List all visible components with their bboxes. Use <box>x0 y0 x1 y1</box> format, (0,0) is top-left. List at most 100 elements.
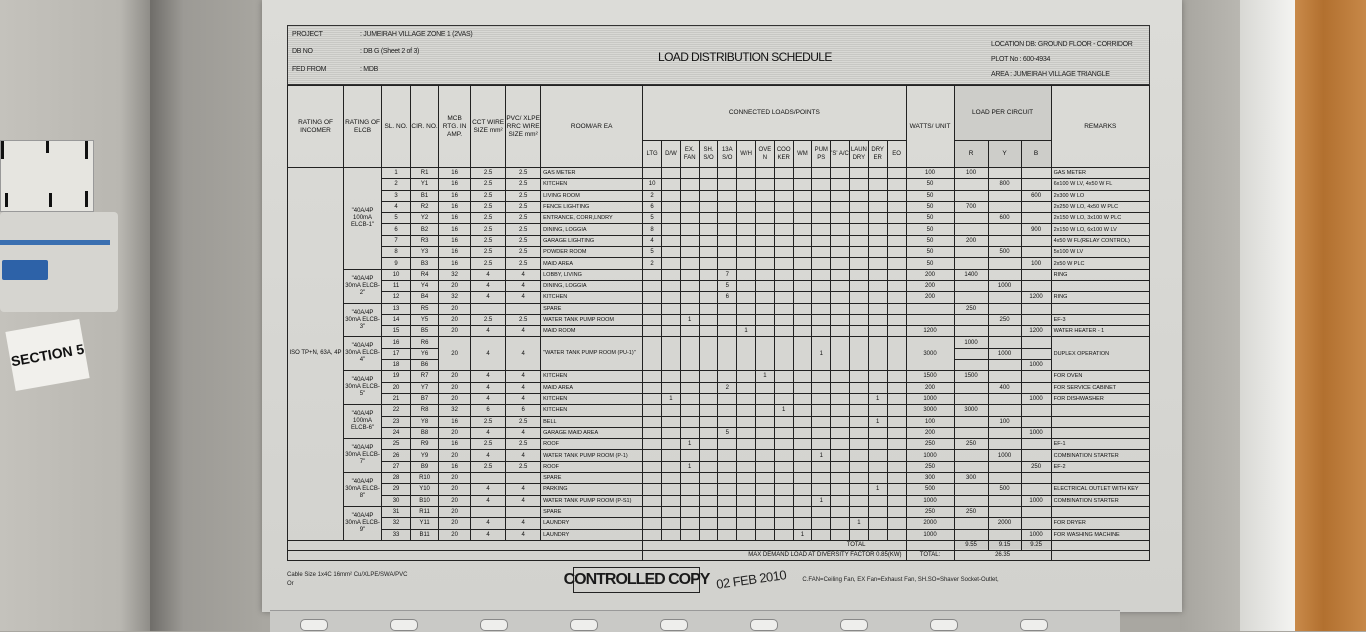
load-sh <box>698 212 719 225</box>
watts-per-unit: 500 <box>905 483 955 496</box>
room-area: WATER TANK PUMP ROOM (P-S1) <box>540 494 644 507</box>
db-label: DB NO <box>292 48 313 55</box>
pvc-wire-size: 2.5 <box>505 438 542 451</box>
room-area: KITCHEN <box>540 404 644 417</box>
load-wm <box>792 483 813 496</box>
load-sh <box>698 528 719 541</box>
load-ac <box>830 279 850 293</box>
circuit-no: B6 <box>410 359 440 372</box>
remarks: 2x150 W LO, 6x100 W LV <box>1050 223 1151 236</box>
load-wh <box>736 460 756 474</box>
load-oven <box>754 189 775 202</box>
sl-no: 5 <box>381 212 412 225</box>
room-area: KITCHEN <box>540 370 644 383</box>
remarks: 4x50 W FL(RELAY CONTROL) <box>1050 234 1151 248</box>
room-area: BELL <box>540 415 644 428</box>
load-wh <box>736 279 756 293</box>
load-sh <box>698 325 719 338</box>
load-pumps <box>811 517 832 530</box>
load-dw <box>661 268 681 281</box>
mcb-rating: 20 <box>438 494 472 507</box>
load-sh <box>698 246 719 259</box>
load-exfan <box>679 325 700 338</box>
load-ac <box>830 460 850 474</box>
col-incomer: RATING OF INCOMER <box>286 85 345 168</box>
room-area: LIVING ROOM <box>540 189 644 202</box>
wall-right <box>1180 0 1240 631</box>
mcb-rating: 20 <box>438 336 472 372</box>
remarks <box>1050 415 1151 428</box>
load-cooker <box>773 291 794 304</box>
sl-no: 23 <box>381 415 412 428</box>
mcb-rating: 20 <box>438 392 472 406</box>
load-oven <box>754 415 775 428</box>
pvc-wire-size: 4 <box>505 279 542 293</box>
elcb-rating: "40A/4P 30mA ELCB-8" <box>343 472 383 507</box>
load-dryer <box>867 178 888 191</box>
room-area: LOBBY, LIVING <box>540 268 644 281</box>
room-area: DINING, LOGGIA <box>540 223 644 236</box>
load-13a <box>717 415 738 428</box>
load-ltg <box>642 483 662 496</box>
load-oven <box>754 223 775 236</box>
load-ltg: 5 <box>642 212 662 225</box>
load-ltg <box>642 472 662 485</box>
load-dw <box>661 528 681 541</box>
load-wm <box>792 472 813 485</box>
fed-from-value: : MDB <box>360 66 378 73</box>
col-room: ROOM/AR EA <box>540 85 644 168</box>
watts-per-unit: 50 <box>905 234 955 248</box>
mcb-rating: 20 <box>438 505 472 519</box>
load-laundry <box>848 426 869 440</box>
load-ltg <box>642 392 662 406</box>
breaker-toggle[interactable] <box>2 260 48 280</box>
mcb-rating: 16 <box>438 415 472 428</box>
load-oven <box>754 291 775 304</box>
pvc-wire-size: 4 <box>505 494 542 507</box>
load-sh <box>698 505 719 519</box>
col-load-ltg: LTG <box>642 140 662 168</box>
table-row: "40A/4P 30mA ELCB-7" 25 R9 16 2.5 2.5 ROOF 1 250… <box>288 438 1151 474</box>
pvc-wire-size: 2.5 <box>505 166 542 180</box>
load-pumps <box>811 370 832 383</box>
load-cooker <box>773 494 794 507</box>
load-exfan <box>679 415 700 428</box>
load-exfan <box>679 178 700 191</box>
load-ac <box>830 494 850 507</box>
load-wh <box>736 178 756 191</box>
load-eo <box>886 517 907 530</box>
sl-no: 11 <box>381 279 412 293</box>
load-dw <box>661 505 681 519</box>
load-exfan <box>679 449 700 462</box>
load-laundry <box>848 325 869 338</box>
load-y <box>987 302 1022 315</box>
sl-no: 1 <box>381 166 412 180</box>
table-row: ISO TP+N, 63A, 4P "40A/4P 100mA ELCB-1" 1 R… <box>286 166 1151 541</box>
load-sh <box>698 472 719 485</box>
load-cooker <box>773 460 794 474</box>
sl-no: 33 <box>381 528 412 541</box>
load-ltg <box>642 426 662 440</box>
load-ac <box>830 325 850 338</box>
load-sh <box>698 178 719 191</box>
load-13a <box>717 483 738 496</box>
load-ac <box>830 505 850 519</box>
load-eo <box>886 449 907 462</box>
load-13a <box>717 178 738 191</box>
mcb-rating: 20 <box>438 528 472 541</box>
load-eo <box>886 528 907 541</box>
table-row: "40A/4P 30mA ELCB-2" 10 R4 32 4 4 LOBBY, LIVIN… <box>288 268 1151 304</box>
pvc-wire-size: 2.5 <box>505 313 542 327</box>
load-13a <box>717 313 738 327</box>
room-area: SPARE <box>540 472 644 485</box>
load-dryer <box>867 370 888 383</box>
table-row: "40A/4P 30mA ELCB-9" 31 R11 20 SPARE 250 250 <box>288 505 1151 541</box>
load-r <box>953 460 989 474</box>
load-b <box>1020 336 1052 349</box>
pvc-wire-size: 4 <box>505 325 542 338</box>
load-wh <box>736 246 756 259</box>
sl-no: 21 <box>381 392 412 406</box>
load-dw <box>661 381 681 394</box>
load-13a <box>717 200 738 214</box>
circuit-no: R10 <box>410 472 440 485</box>
